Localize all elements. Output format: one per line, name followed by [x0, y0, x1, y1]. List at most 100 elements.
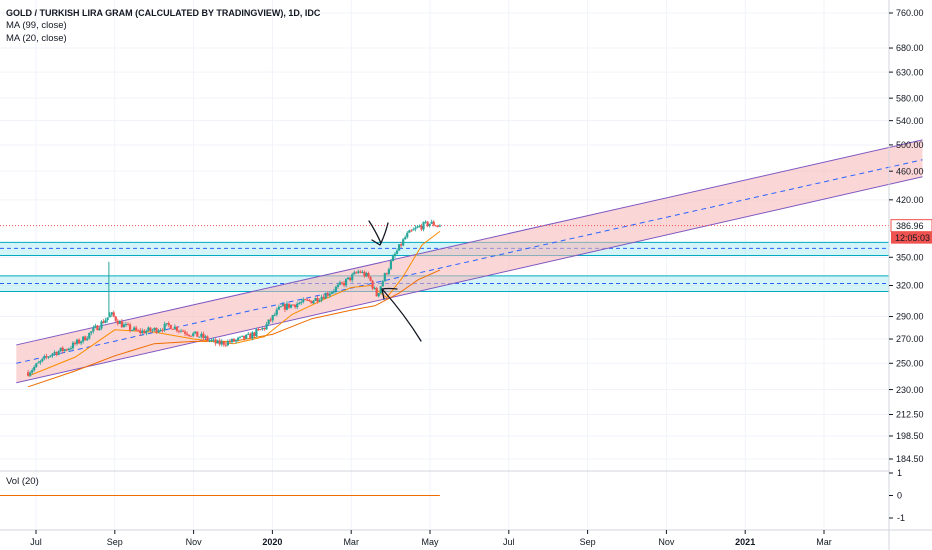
candle-body	[336, 284, 340, 287]
ma99-line	[27, 269, 441, 388]
candle-body	[192, 333, 195, 336]
candle-body	[418, 225, 421, 227]
candle-body	[328, 293, 331, 296]
candle-body	[259, 329, 262, 331]
candle-body	[112, 312, 115, 317]
candle-body	[381, 281, 384, 287]
candle-body	[238, 336, 242, 338]
candle-body	[402, 239, 405, 246]
candle-body	[357, 271, 360, 273]
price-tick-label: 350.00	[896, 252, 924, 262]
ma20-legend[interactable]: MA (20, close)	[6, 33, 67, 44]
candle-body	[318, 300, 321, 302]
candle-body	[163, 323, 166, 331]
price-tick-label: 580.00	[896, 93, 924, 103]
ma99-legend[interactable]: MA (99, close)	[6, 20, 67, 31]
volume-tick-label: -1	[897, 513, 905, 523]
candle-body	[133, 327, 136, 331]
candle-body	[82, 336, 85, 342]
candle-body	[351, 274, 354, 281]
time-tick-label: Sep	[107, 537, 123, 547]
candle-body	[226, 341, 229, 346]
candle-body	[406, 232, 409, 238]
candle-body	[75, 339, 79, 344]
chart-title: GOLD / TURKISH LIRA GRAM (CALCULATED BY …	[6, 8, 321, 18]
candle-body	[304, 299, 307, 301]
candle-body	[151, 329, 154, 331]
candle-body	[432, 221, 435, 226]
candle-body	[39, 361, 42, 363]
candle-body	[410, 230, 413, 232]
candle-body	[63, 349, 66, 352]
candle-body	[116, 320, 119, 324]
candle-body	[47, 356, 50, 358]
volume-legend[interactable]: Vol (20)	[6, 476, 39, 487]
candle-body	[218, 340, 221, 345]
candle-body	[326, 293, 329, 296]
candle-body	[84, 336, 87, 341]
candle-body	[57, 351, 60, 355]
candle-body	[285, 303, 289, 310]
candle-body	[400, 244, 403, 246]
candle-body	[220, 341, 223, 345]
candle-body	[29, 372, 32, 376]
candle-body	[186, 333, 189, 335]
candle-body	[159, 329, 162, 331]
time-tick-label: Mar	[343, 537, 359, 547]
price-tick-label: 320.00	[896, 281, 924, 291]
candle-body	[210, 340, 213, 342]
candle-body	[243, 335, 246, 339]
candle-body	[135, 327, 138, 331]
candle-body	[173, 326, 176, 330]
candle-body	[230, 338, 234, 343]
candle-body	[245, 334, 248, 339]
candle-body	[255, 329, 258, 337]
candle-body	[96, 325, 99, 331]
candle-body	[86, 338, 89, 341]
candle-body	[340, 282, 344, 284]
candle-body	[249, 333, 252, 339]
price-tick-label: 270.00	[896, 334, 924, 344]
channel-lower-line	[16, 176, 923, 384]
candle-body	[35, 363, 38, 367]
price-tick-label: 420.00	[896, 195, 924, 205]
candle-body	[300, 301, 303, 304]
candle-body	[312, 300, 315, 304]
candle-body	[302, 299, 305, 302]
price-tick-label: 250.00	[896, 358, 924, 368]
candle-body	[51, 353, 54, 356]
candle-body	[241, 335, 244, 337]
channel-fill	[16, 139, 923, 383]
candle-body	[253, 332, 256, 337]
candle-body	[100, 321, 103, 329]
candle-body	[234, 339, 238, 342]
candle-body	[212, 339, 215, 341]
candle-body	[45, 356, 48, 358]
candle-body	[257, 329, 260, 331]
candle-body	[296, 303, 299, 308]
candle-body	[92, 327, 95, 332]
candle-body	[294, 304, 297, 308]
candle-body	[322, 296, 325, 299]
time-tick-label: Nov	[186, 537, 203, 547]
candle-body	[349, 277, 352, 281]
time-tick-label: Nov	[658, 537, 675, 547]
candle-body	[130, 330, 134, 332]
candle-body	[55, 352, 58, 355]
candle-body	[59, 347, 62, 352]
candle-body	[90, 331, 93, 333]
candle-body	[228, 341, 232, 343]
candle-body	[436, 225, 439, 227]
price-tick-label: 290.00	[896, 312, 924, 322]
candle-body	[369, 276, 372, 281]
price-tick-label: 500.00	[896, 140, 924, 150]
candle-body	[271, 315, 274, 321]
volume-pane	[0, 470, 932, 531]
price-tick-label: 760.00	[896, 8, 924, 18]
candle-body	[118, 321, 121, 324]
candle-body	[149, 327, 152, 331]
candle-body	[122, 324, 126, 328]
last-price-label: 386.96	[896, 221, 924, 231]
candle-body	[424, 221, 427, 223]
